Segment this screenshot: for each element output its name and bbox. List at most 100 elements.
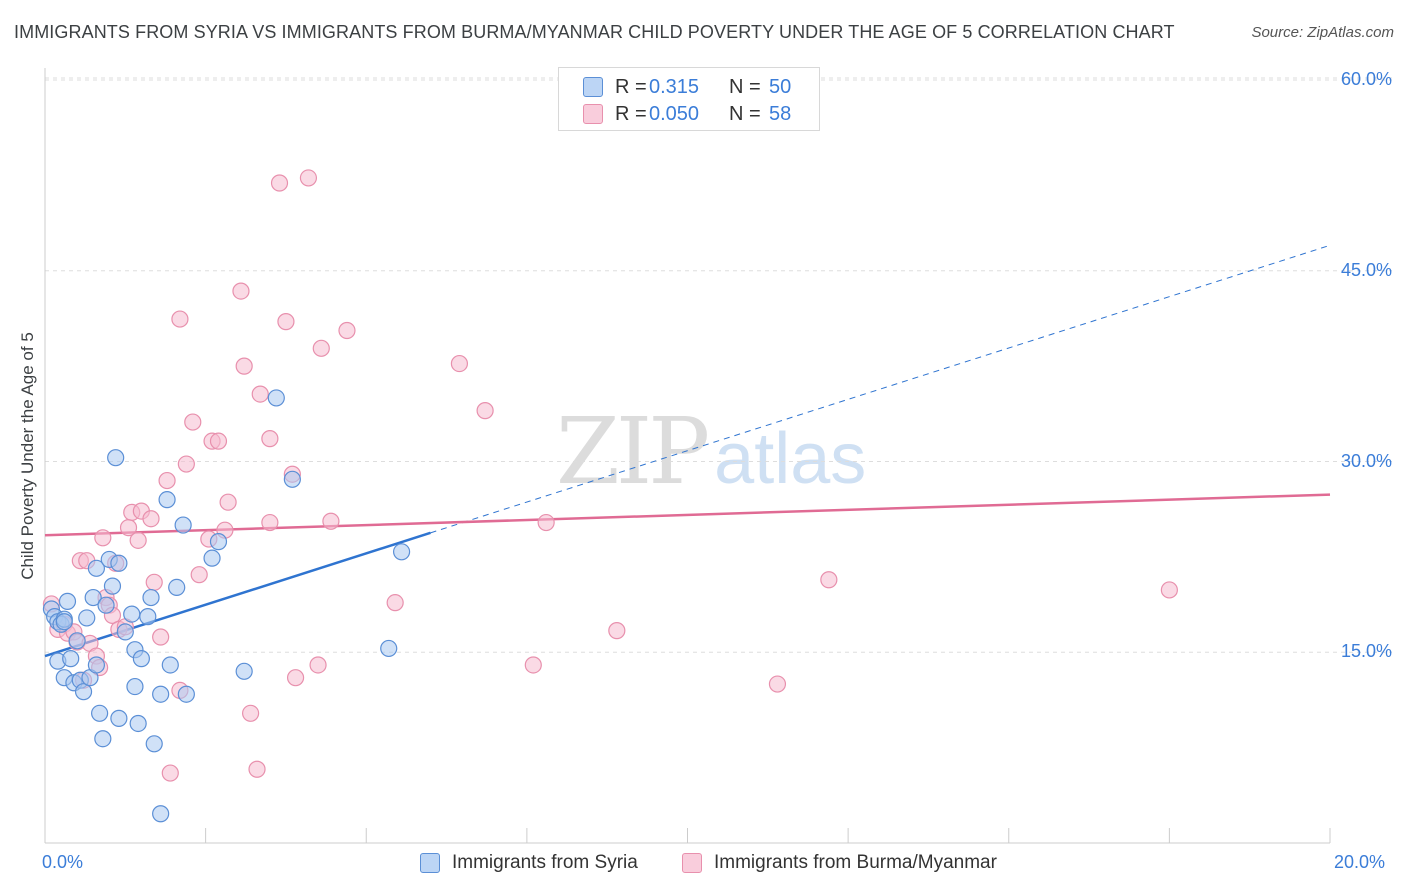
syria-point <box>74 683 93 701</box>
burma-point <box>270 174 289 192</box>
n-label: N = <box>729 75 761 98</box>
syria-point <box>203 549 221 567</box>
burma-point <box>322 512 340 530</box>
syria-point <box>132 650 150 668</box>
syria-point <box>116 623 134 641</box>
syria-point <box>129 714 147 733</box>
n-value: 58 <box>769 102 792 125</box>
burma-swatch <box>583 104 603 124</box>
burma-point <box>338 321 356 340</box>
syria-point <box>58 592 77 610</box>
burma-point <box>158 471 176 490</box>
syria-point <box>267 389 285 407</box>
burma-point <box>242 704 260 722</box>
burma-point <box>171 310 189 328</box>
legend-item-syria: Immigrants from Syria <box>420 852 638 874</box>
syria-point <box>158 491 176 509</box>
burma-point <box>232 282 250 300</box>
legend-item-burma: Immigrants from Burma/Myanmar <box>682 852 997 874</box>
burma-point <box>248 760 266 778</box>
syria-point <box>392 543 411 561</box>
syria-points <box>42 389 411 823</box>
syria-point <box>139 608 157 626</box>
burma-point <box>608 622 626 640</box>
burma-point <box>152 628 170 646</box>
syria-point <box>110 709 128 727</box>
burma-point <box>261 430 279 448</box>
syria-point <box>91 704 109 722</box>
syria-point <box>142 588 160 607</box>
burma-point <box>235 357 253 375</box>
y-tick-label: 60.0% <box>1340 69 1392 89</box>
burma-point <box>145 573 163 591</box>
correlation-legend: R = 0.315 N = 50 R = 0.050 N = 58 <box>558 67 820 131</box>
burma-point <box>476 402 494 420</box>
syria-point <box>209 533 228 551</box>
burma-point <box>768 675 787 693</box>
x-tick-label-max: 20.0% <box>1334 852 1386 872</box>
legend-label-burma: Immigrants from Burma/Myanmar <box>714 852 997 873</box>
syria-point <box>168 578 186 596</box>
syria-point <box>68 632 86 650</box>
r-label: R = <box>615 75 647 98</box>
legend-row-burma: R = 0.050 N = 58 <box>583 101 791 127</box>
burma-trend-line <box>44 493 1331 537</box>
y-tick-label: 45.0% <box>1340 259 1392 280</box>
syria-point <box>152 805 170 823</box>
syria-point <box>87 656 106 674</box>
burma-point <box>142 510 160 528</box>
syria-point <box>177 685 195 703</box>
burma-point <box>286 669 305 687</box>
r-value: 0.050 <box>649 102 700 125</box>
burma-point <box>209 432 228 450</box>
syria-swatch <box>420 853 440 873</box>
burma-point <box>184 413 202 431</box>
burma-point <box>190 566 208 584</box>
burma-point <box>312 339 330 357</box>
legend-label-syria: Immigrants from Syria <box>452 852 638 873</box>
syria-point <box>123 605 141 623</box>
chart-title: IMMIGRANTS FROM SYRIA VS IMMIGRANTS FROM… <box>14 22 1175 42</box>
syria-point <box>55 613 73 631</box>
burma-point <box>261 513 279 532</box>
syria-point <box>380 639 398 658</box>
burma-point <box>450 354 469 373</box>
burma-point <box>94 529 112 547</box>
syria-point <box>161 656 179 674</box>
syria-point <box>94 730 112 748</box>
legend-row-syria: R = 0.315 N = 50 <box>583 74 791 100</box>
burma-point <box>177 455 195 473</box>
syria-point <box>283 470 301 488</box>
syria-point <box>84 588 102 607</box>
burma-point <box>537 513 555 532</box>
syria-point <box>152 685 170 703</box>
syria-point <box>103 577 122 595</box>
syria-point <box>107 449 125 467</box>
y-tick-label: 30.0% <box>1340 450 1392 471</box>
trend-lines <box>44 244 1331 658</box>
r-label: R = <box>615 102 647 125</box>
r-value: 0.315 <box>649 75 700 98</box>
axes <box>44 68 1331 844</box>
burma-point <box>219 493 237 511</box>
n-value: 50 <box>769 75 792 98</box>
burma-point <box>309 656 327 674</box>
syria-point <box>110 554 128 572</box>
burma-swatch <box>682 853 702 873</box>
syria-point <box>235 662 253 680</box>
y-tick-label: 15.0% <box>1340 641 1392 662</box>
burma-point <box>129 531 147 549</box>
n-label: N = <box>729 102 761 125</box>
syria-point <box>62 650 80 668</box>
syria-swatch <box>583 77 603 97</box>
syria-point <box>126 677 144 696</box>
burma-point <box>386 594 404 612</box>
syria-point <box>97 596 115 614</box>
syria-trend-line <box>44 531 431 658</box>
burma-point <box>161 764 179 782</box>
x-tick-label-min: 0.0% <box>42 852 84 872</box>
syria-point <box>174 516 192 534</box>
burma-point <box>524 656 542 674</box>
burma-point <box>251 385 269 403</box>
